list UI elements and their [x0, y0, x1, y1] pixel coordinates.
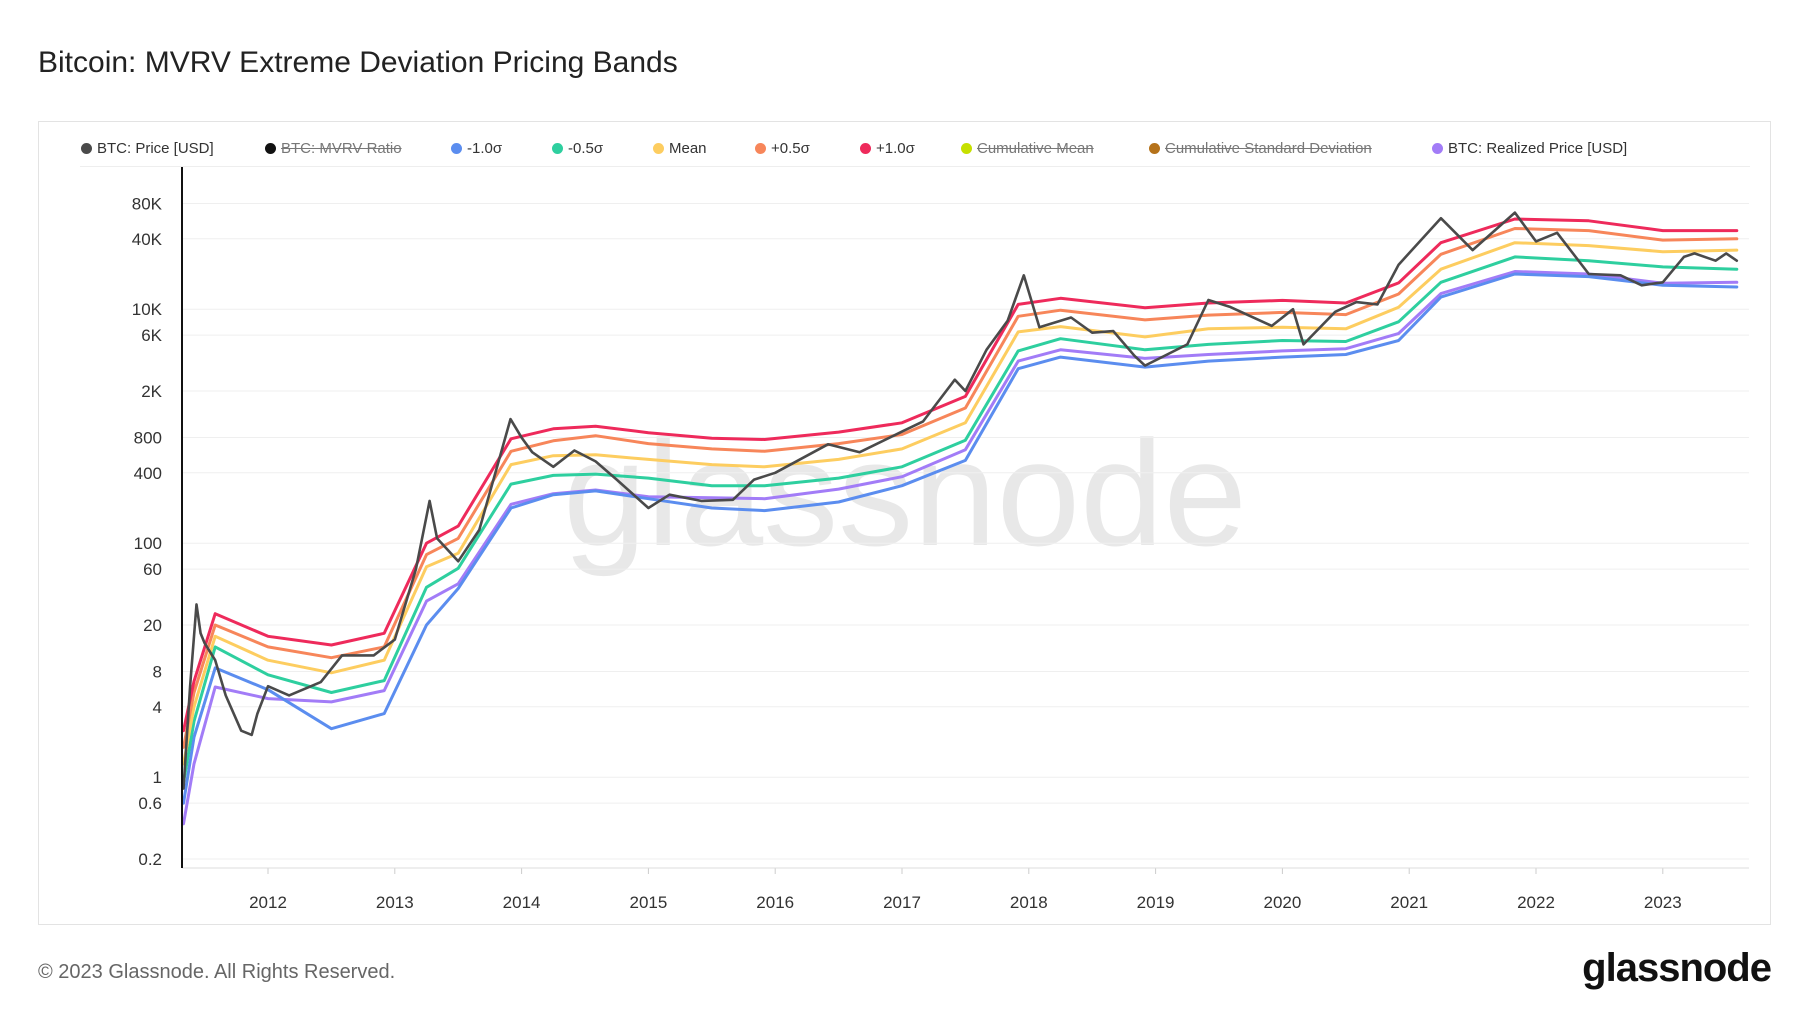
y-tick-label: 2K [141, 382, 162, 401]
legend-dot-icon [653, 143, 664, 154]
legend-item-plus-1-sigma[interactable]: +1.0σ [860, 140, 915, 157]
y-tick-label: 8 [153, 663, 162, 682]
x-tick-label: 2023 [1644, 893, 1682, 912]
legend-item-realized-price[interactable]: BTC: Realized Price [USD] [1432, 140, 1627, 157]
x-tick-label: 2021 [1390, 893, 1428, 912]
y-tick-label: 60 [143, 560, 162, 579]
y-tick-label: 10K [132, 300, 163, 319]
legend-dot-icon [860, 143, 871, 154]
series-line-mean [182, 241, 1739, 766]
legend-item-mvrv-ratio[interactable]: BTC: MVRV Ratio [265, 140, 402, 157]
series-line--1-0- [182, 217, 1739, 733]
legend-item-price[interactable]: BTC: Price [USD] [81, 140, 214, 157]
y-tick-label: 6K [141, 326, 162, 345]
x-tick-label: 2012 [249, 893, 287, 912]
legend-item-cumulative-mean[interactable]: Cumulative Mean [961, 140, 1094, 157]
x-tick-label: 2019 [1137, 893, 1175, 912]
series-line--1-0- [182, 272, 1739, 805]
legend-dot-icon [1149, 143, 1160, 154]
x-tick-label: 2022 [1517, 893, 1555, 912]
chart-panel [38, 121, 1771, 925]
x-tick-label: 2020 [1263, 893, 1301, 912]
legend-item-minus-half-sigma[interactable]: -0.5σ [552, 140, 603, 157]
legend-item-mean[interactable]: Mean [653, 140, 707, 157]
legend-item-cumulative-std[interactable]: Cumulative Standard Deviation [1149, 140, 1372, 157]
x-tick-label: 2018 [1010, 893, 1048, 912]
y-tick-label: 80K [132, 195, 163, 214]
x-tick-label: 2014 [503, 893, 541, 912]
x-tick-label: 2016 [756, 893, 794, 912]
y-tick-label: 800 [134, 429, 162, 448]
x-tick-label: 2015 [629, 893, 667, 912]
glassnode-logo: glassnode [1582, 946, 1772, 990]
y-tick-label: 1 [153, 768, 162, 787]
legend: BTC: Price [USD] BTC: MVRV Ratio -1.0σ -… [0, 140, 1800, 162]
y-tick-label: 4 [153, 698, 162, 717]
series-line--0-5- [182, 255, 1739, 785]
y-tick-label: 20 [143, 616, 162, 635]
legend-item-plus-half-sigma[interactable]: +0.5σ [755, 140, 810, 157]
legend-dot-icon [552, 143, 563, 154]
legend-divider [80, 166, 1750, 167]
y-tick-label: 100 [134, 534, 162, 553]
legend-dot-icon [1432, 143, 1443, 154]
legend-dot-icon [755, 143, 766, 154]
watermark: glassnode [563, 409, 1247, 577]
x-tick-label: 2017 [883, 893, 921, 912]
legend-dot-icon [81, 143, 92, 154]
legend-dot-icon [961, 143, 972, 154]
series-line-btc-realized-price-usd- [182, 270, 1739, 826]
y-tick-label: 0.6 [138, 794, 162, 813]
series-line--0-5- [182, 227, 1739, 749]
y-tick-label: 0.2 [138, 850, 162, 869]
legend-item-minus-1-sigma[interactable]: -1.0σ [451, 140, 502, 157]
y-tick-label: 400 [134, 464, 162, 483]
legend-dot-icon [451, 143, 462, 154]
page-title: Bitcoin: MVRV Extreme Deviation Pricing … [38, 46, 678, 79]
series-line-btc-price-usd- [182, 211, 1739, 790]
y-tick-label: 40K [132, 230, 163, 249]
copyright-footer: © 2023 Glassnode. All Rights Reserved. [38, 961, 396, 983]
legend-dot-icon [265, 143, 276, 154]
x-tick-label: 2013 [376, 893, 414, 912]
